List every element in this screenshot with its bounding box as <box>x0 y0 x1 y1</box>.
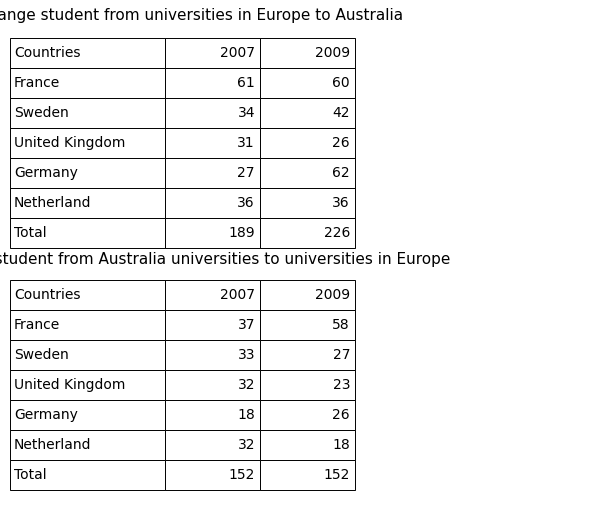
Text: France: France <box>14 76 61 90</box>
Text: 36: 36 <box>332 196 350 210</box>
Text: 2009: 2009 <box>315 46 350 60</box>
Bar <box>165 430 260 460</box>
Text: 34: 34 <box>238 106 255 120</box>
Bar <box>260 340 355 370</box>
Bar <box>260 430 355 460</box>
Text: 18: 18 <box>332 438 350 452</box>
Text: Sweden: Sweden <box>14 106 69 120</box>
Bar <box>10 188 165 218</box>
Text: Countries: Countries <box>14 46 80 60</box>
Bar <box>10 218 165 248</box>
Text: Exchange student from universities in Europe to Australia: Exchange student from universities in Eu… <box>0 8 404 23</box>
Text: United Kingdom: United Kingdom <box>14 378 125 392</box>
Bar <box>260 460 355 490</box>
Text: 18: 18 <box>237 408 255 422</box>
Bar <box>10 128 165 158</box>
Text: 152: 152 <box>324 468 350 482</box>
Text: 61: 61 <box>237 76 255 90</box>
Bar <box>165 460 260 490</box>
Text: Total: Total <box>14 468 47 482</box>
Text: Germany: Germany <box>14 166 78 180</box>
Text: 62: 62 <box>332 166 350 180</box>
Text: 189: 189 <box>228 226 255 240</box>
Bar <box>260 400 355 430</box>
Text: 58: 58 <box>332 318 350 332</box>
Bar <box>10 68 165 98</box>
Text: 2007: 2007 <box>220 46 255 60</box>
Bar <box>10 430 165 460</box>
Text: 26: 26 <box>332 136 350 150</box>
Text: 60: 60 <box>332 76 350 90</box>
Bar <box>10 400 165 430</box>
Bar <box>10 370 165 400</box>
Text: 27: 27 <box>333 348 350 362</box>
Bar <box>165 158 260 188</box>
Text: 2009: 2009 <box>315 288 350 302</box>
Bar <box>165 280 260 310</box>
Bar <box>165 218 260 248</box>
Bar <box>260 188 355 218</box>
Bar <box>165 340 260 370</box>
Bar <box>260 98 355 128</box>
Text: 32: 32 <box>238 438 255 452</box>
Text: Total: Total <box>14 226 47 240</box>
Bar <box>10 98 165 128</box>
Text: 31: 31 <box>237 136 255 150</box>
Bar <box>165 128 260 158</box>
Text: Netherland: Netherland <box>14 196 91 210</box>
Bar <box>165 68 260 98</box>
Text: 36: 36 <box>237 196 255 210</box>
Bar <box>165 370 260 400</box>
Text: 152: 152 <box>229 468 255 482</box>
Bar <box>10 460 165 490</box>
Text: Sweden: Sweden <box>14 348 69 362</box>
Bar <box>260 310 355 340</box>
Text: Exchange student from Australia universities to universities in Europe: Exchange student from Australia universi… <box>0 252 450 267</box>
Bar <box>10 38 165 68</box>
Text: 226: 226 <box>324 226 350 240</box>
Text: Netherland: Netherland <box>14 438 91 452</box>
Bar <box>165 400 260 430</box>
Bar <box>165 188 260 218</box>
Bar <box>165 38 260 68</box>
Text: 42: 42 <box>333 106 350 120</box>
Text: 37: 37 <box>238 318 255 332</box>
Bar <box>260 128 355 158</box>
Bar <box>260 38 355 68</box>
Text: 33: 33 <box>238 348 255 362</box>
Bar <box>10 340 165 370</box>
Text: 23: 23 <box>333 378 350 392</box>
Bar <box>10 158 165 188</box>
Bar <box>10 310 165 340</box>
Bar <box>260 68 355 98</box>
Bar <box>260 280 355 310</box>
Bar <box>10 280 165 310</box>
Bar <box>260 370 355 400</box>
Text: 32: 32 <box>238 378 255 392</box>
Text: 26: 26 <box>332 408 350 422</box>
Text: Countries: Countries <box>14 288 80 302</box>
Text: 2007: 2007 <box>220 288 255 302</box>
Bar <box>165 98 260 128</box>
Text: 27: 27 <box>238 166 255 180</box>
Text: United Kingdom: United Kingdom <box>14 136 125 150</box>
Text: France: France <box>14 318 61 332</box>
Bar <box>260 218 355 248</box>
Bar <box>260 158 355 188</box>
Bar <box>165 310 260 340</box>
Text: Germany: Germany <box>14 408 78 422</box>
